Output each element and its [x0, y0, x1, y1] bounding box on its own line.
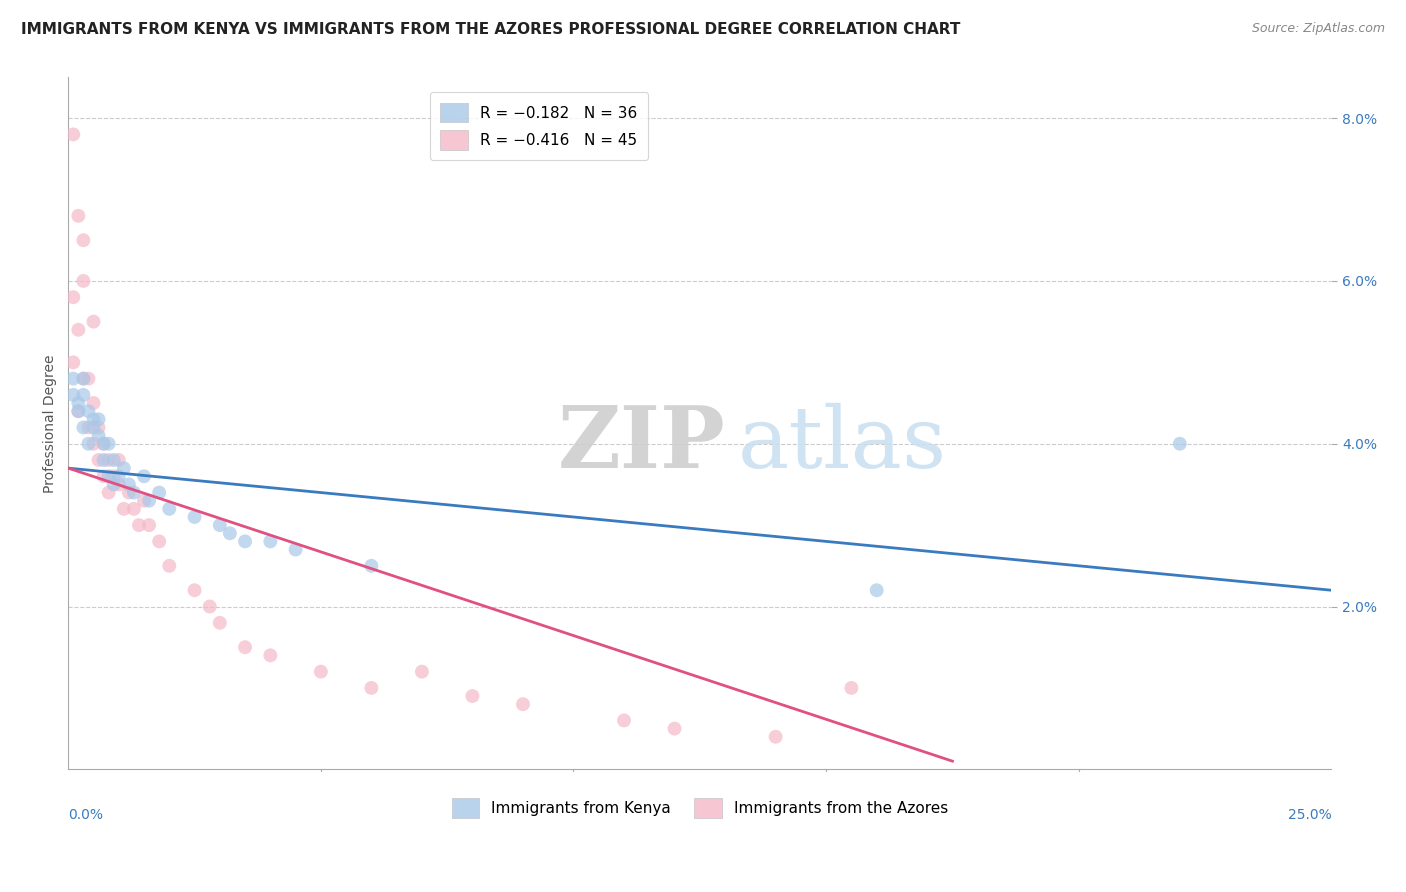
Point: [93, 436, 115, 450]
Point: [122, 501, 145, 516]
Point: [62, 371, 84, 385]
Point: [233, 534, 256, 549]
Point: [613, 714, 636, 728]
Point: [107, 477, 129, 491]
Point: [97, 469, 120, 483]
Point: [82, 436, 104, 450]
Point: [118, 485, 141, 500]
Point: [183, 510, 205, 524]
Point: [841, 681, 863, 695]
Point: [93, 469, 115, 483]
Point: [87, 453, 110, 467]
Point: [103, 477, 125, 491]
Point: [664, 722, 686, 736]
Point: [62, 355, 84, 369]
Point: [72, 274, 94, 288]
Point: [72, 233, 94, 247]
Point: [122, 485, 145, 500]
Point: [82, 315, 104, 329]
Point: [219, 526, 242, 541]
Point: [148, 534, 170, 549]
Text: 0.0%: 0.0%: [69, 808, 103, 822]
Point: [138, 493, 160, 508]
Point: [107, 453, 129, 467]
Point: [77, 404, 100, 418]
Text: Source: ZipAtlas.com: Source: ZipAtlas.com: [1251, 22, 1385, 36]
Point: [62, 290, 84, 304]
Y-axis label: Professional Degree: Professional Degree: [44, 354, 58, 492]
Point: [198, 599, 221, 614]
Point: [62, 128, 84, 142]
Point: [103, 453, 125, 467]
Point: [77, 371, 100, 385]
Point: [107, 469, 129, 483]
Point: [93, 453, 115, 467]
Point: [112, 461, 135, 475]
Point: [72, 371, 94, 385]
Point: [67, 404, 90, 418]
Text: IMMIGRANTS FROM KENYA VS IMMIGRANTS FROM THE AZORES PROFESSIONAL DEGREE CORRELAT: IMMIGRANTS FROM KENYA VS IMMIGRANTS FROM…: [21, 22, 960, 37]
Point: [67, 396, 90, 410]
Point: [132, 493, 155, 508]
Point: [157, 501, 180, 516]
Point: [82, 412, 104, 426]
Point: [72, 388, 94, 402]
Point: [72, 420, 94, 434]
Point: [87, 420, 110, 434]
Point: [309, 665, 332, 679]
Point: [67, 209, 90, 223]
Point: [72, 371, 94, 385]
Point: [1168, 436, 1191, 450]
Point: [148, 485, 170, 500]
Text: 25.0%: 25.0%: [1288, 808, 1331, 822]
Point: [866, 583, 889, 598]
Point: [259, 648, 281, 663]
Point: [82, 420, 104, 434]
Point: [132, 469, 155, 483]
Point: [461, 689, 484, 703]
Point: [411, 665, 433, 679]
Point: [157, 558, 180, 573]
Point: [67, 323, 90, 337]
Point: [87, 412, 110, 426]
Text: ZIP: ZIP: [557, 402, 725, 486]
Point: [97, 436, 120, 450]
Point: [97, 485, 120, 500]
Legend: Immigrants from Kenya, Immigrants from the Azores: Immigrants from Kenya, Immigrants from t…: [446, 792, 955, 824]
Point: [284, 542, 307, 557]
Point: [103, 469, 125, 483]
Point: [62, 388, 84, 402]
Point: [183, 583, 205, 598]
Point: [765, 730, 787, 744]
Point: [208, 518, 231, 533]
Point: [138, 518, 160, 533]
Point: [512, 697, 534, 711]
Point: [208, 615, 231, 630]
Point: [118, 477, 141, 491]
Point: [77, 420, 100, 434]
Point: [87, 428, 110, 442]
Point: [360, 558, 382, 573]
Point: [97, 453, 120, 467]
Point: [67, 404, 90, 418]
Text: atlas: atlas: [738, 402, 946, 486]
Point: [233, 640, 256, 655]
Point: [128, 518, 150, 533]
Point: [93, 436, 115, 450]
Point: [360, 681, 382, 695]
Point: [112, 501, 135, 516]
Point: [77, 436, 100, 450]
Point: [259, 534, 281, 549]
Point: [82, 396, 104, 410]
